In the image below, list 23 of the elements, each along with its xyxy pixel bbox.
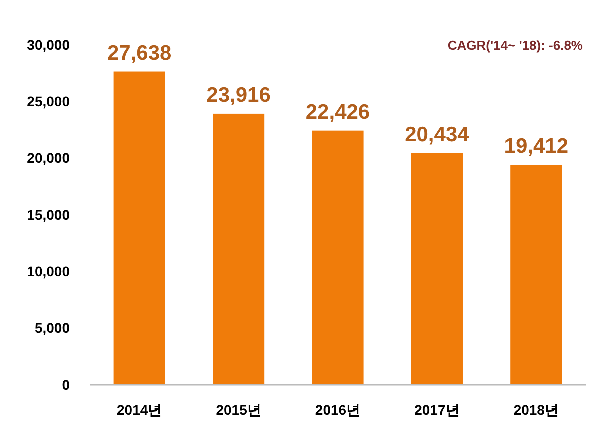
y-tick-label: 20,000	[27, 150, 70, 166]
data-label: 27,638	[107, 42, 172, 65]
x-tick-label: 2016년	[315, 402, 361, 418]
bar	[312, 130, 364, 385]
y-tick-label: 5,000	[34, 320, 70, 336]
data-label: 22,426	[306, 100, 370, 124]
annotation: CAGR('14~ '18): -6.8%	[448, 38, 584, 53]
y-tick-label: 30,000	[27, 36, 70, 53]
bar	[213, 114, 265, 385]
x-tick-label: 2017년	[414, 402, 460, 418]
bar	[510, 164, 562, 385]
bar	[114, 72, 166, 385]
data-label: 19,412	[504, 134, 569, 158]
x-tick-label: 2014년	[117, 402, 162, 418]
data-label: 20,434	[405, 123, 470, 146]
y-tick-label: 0	[62, 376, 70, 393]
y-tick-label: 25,000	[27, 94, 70, 110]
x-tick-label: 2015년	[216, 402, 262, 418]
data-label: 23,916	[206, 84, 271, 107]
bar	[411, 153, 463, 385]
x-tick-label: 2018년	[514, 402, 559, 418]
y-tick-label: 10,000	[27, 264, 70, 280]
y-tick-label: 15,000	[27, 206, 70, 223]
